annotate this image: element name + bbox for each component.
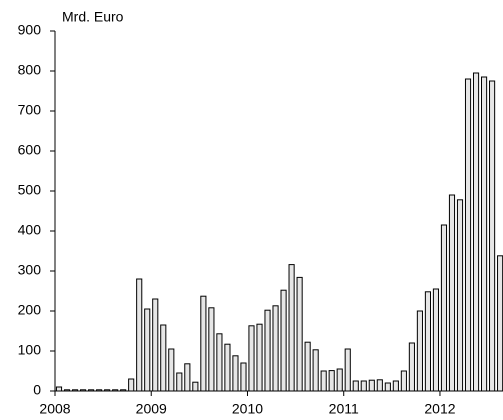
- bar: [240, 362, 247, 392]
- x-tick-label: 2010: [232, 401, 263, 417]
- bar: [280, 289, 287, 392]
- bar: [55, 386, 63, 392]
- bar: [481, 76, 488, 392]
- bar: [464, 78, 472, 392]
- x-tick-label: 2009: [136, 401, 167, 417]
- x-tick-label: 2012: [424, 401, 455, 417]
- y-tick-label: 500: [18, 182, 42, 198]
- bar: [384, 382, 391, 392]
- bar: [408, 342, 415, 392]
- bar: [360, 380, 367, 392]
- bar: [216, 333, 223, 392]
- bar: [497, 255, 503, 392]
- bar: [489, 80, 496, 392]
- bar: [440, 224, 448, 392]
- bar: [344, 348, 351, 392]
- bar: [144, 308, 151, 392]
- bar: [168, 348, 175, 392]
- x-tick-label: 2011: [329, 401, 359, 417]
- y-tick-label: 200: [18, 302, 42, 318]
- bar: [472, 72, 480, 392]
- bar: [392, 380, 399, 392]
- bar: [368, 379, 375, 392]
- bar: [128, 378, 135, 392]
- y-tick-label: 900: [18, 22, 42, 38]
- bar: [376, 379, 383, 392]
- bar: [432, 288, 440, 392]
- bar: [256, 323, 263, 392]
- y-tick-label: 0: [33, 382, 41, 398]
- y-tick-label: 300: [18, 262, 42, 278]
- y-tick-label: 700: [18, 102, 42, 118]
- bar: [272, 305, 279, 392]
- bar: [400, 370, 407, 392]
- bar: [288, 264, 295, 392]
- x-tick-label: 2008: [39, 401, 70, 417]
- bar: [152, 298, 159, 392]
- bar: [448, 194, 456, 392]
- y-axis-label: Mrd. Euro: [62, 9, 124, 25]
- bar: [192, 381, 199, 392]
- bar: [224, 343, 231, 392]
- bar: [160, 324, 167, 392]
- bar: [296, 276, 303, 392]
- y-tick-label: 100: [18, 342, 42, 358]
- bar: [352, 380, 359, 392]
- bar: [336, 368, 343, 392]
- bar: [208, 307, 215, 392]
- bar: [232, 355, 239, 392]
- bar: [136, 278, 143, 392]
- y-tick-label: 400: [18, 222, 42, 238]
- bar: [304, 341, 311, 392]
- y-tick-label: 600: [18, 142, 42, 158]
- bar: [248, 325, 255, 392]
- bar: [328, 370, 335, 392]
- bar: [424, 291, 431, 392]
- bar: [416, 310, 423, 392]
- bar: [264, 309, 271, 392]
- bar: [456, 199, 464, 392]
- y-tick-label: 800: [18, 62, 42, 78]
- bar: [176, 372, 183, 392]
- bar: [184, 363, 191, 392]
- bar: [312, 349, 319, 392]
- bar: [200, 295, 207, 392]
- bar: [320, 370, 327, 392]
